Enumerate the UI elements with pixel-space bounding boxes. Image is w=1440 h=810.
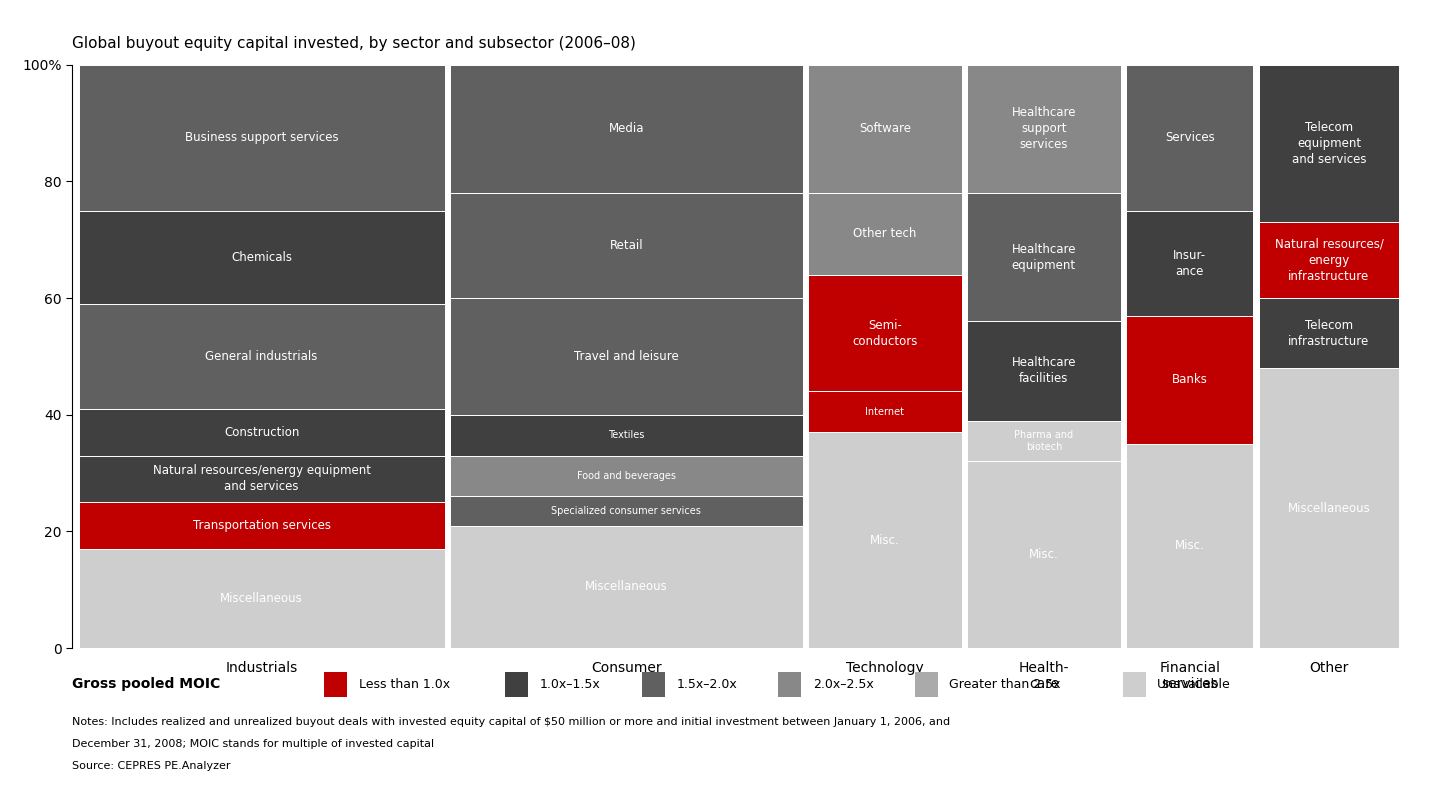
Bar <box>968 193 1120 322</box>
Text: Healthcare
support
services: Healthcare support services <box>1012 106 1076 151</box>
Text: Textiles: Textiles <box>608 430 645 440</box>
Text: Miscellaneous: Miscellaneous <box>220 592 302 605</box>
Text: Greater than 2.5x: Greater than 2.5x <box>949 678 1061 691</box>
Text: Other tech: Other tech <box>852 228 916 241</box>
Bar <box>1259 65 1400 222</box>
Text: Semi-
conductors: Semi- conductors <box>852 318 917 347</box>
Bar <box>1126 316 1253 444</box>
Text: Internet: Internet <box>865 407 904 417</box>
Bar <box>449 65 802 193</box>
Text: Construction: Construction <box>225 426 300 439</box>
Text: Software: Software <box>858 122 912 135</box>
Bar <box>449 415 802 455</box>
Text: Misc.: Misc. <box>1175 539 1205 552</box>
Text: Source: CEPRES PE.Analyzer: Source: CEPRES PE.Analyzer <box>72 761 230 770</box>
Bar <box>79 304 445 409</box>
Text: General industrials: General industrials <box>206 350 318 363</box>
Bar <box>968 322 1120 420</box>
Text: Less than 1.0x: Less than 1.0x <box>359 678 449 691</box>
Bar <box>968 65 1120 193</box>
Bar <box>449 193 802 298</box>
Text: 2.0x–2.5x: 2.0x–2.5x <box>812 678 874 691</box>
Bar <box>808 433 962 648</box>
Bar <box>808 193 962 275</box>
Bar <box>449 497 802 526</box>
Text: Food and beverages: Food and beverages <box>577 471 675 481</box>
Text: Transportation services: Transportation services <box>193 519 331 532</box>
Bar <box>1259 298 1400 368</box>
Bar <box>79 65 445 211</box>
Text: Chemicals: Chemicals <box>230 251 292 264</box>
Text: Services: Services <box>1165 131 1215 144</box>
Bar <box>449 526 802 648</box>
Bar <box>808 65 962 193</box>
Text: Banks: Banks <box>1172 373 1208 386</box>
Text: Unavailable: Unavailable <box>1158 678 1231 691</box>
Text: Gross pooled MOIC: Gross pooled MOIC <box>72 677 220 692</box>
Bar <box>968 420 1120 462</box>
Bar <box>79 502 445 549</box>
Text: Pharma and
biotech: Pharma and biotech <box>1014 430 1073 452</box>
Text: Natural resources/energy equipment
and services: Natural resources/energy equipment and s… <box>153 464 370 493</box>
Text: Media: Media <box>609 122 644 135</box>
Text: Natural resources/
energy
infrastructure: Natural resources/ energy infrastructure <box>1274 237 1384 283</box>
Text: Telecom
infrastructure: Telecom infrastructure <box>1289 318 1369 347</box>
Bar <box>808 275 962 391</box>
Text: Healthcare
equipment: Healthcare equipment <box>1012 243 1076 272</box>
Bar <box>79 211 445 304</box>
Bar <box>79 455 445 502</box>
Bar <box>968 462 1120 648</box>
Bar <box>449 298 802 415</box>
Text: December 31, 2008; MOIC stands for multiple of invested capital: December 31, 2008; MOIC stands for multi… <box>72 739 433 748</box>
Text: Telecom
equipment
and services: Telecom equipment and services <box>1292 121 1367 166</box>
Bar <box>808 391 962 433</box>
Bar <box>1126 444 1253 648</box>
Bar <box>1126 211 1253 316</box>
Bar <box>449 455 802 497</box>
Text: Misc.: Misc. <box>870 534 900 547</box>
Text: Healthcare
facilities: Healthcare facilities <box>1012 356 1076 386</box>
Text: Miscellaneous: Miscellaneous <box>585 580 668 593</box>
Text: Misc.: Misc. <box>1030 548 1058 561</box>
Bar <box>79 549 445 648</box>
Bar <box>79 409 445 455</box>
Text: Specialized consumer services: Specialized consumer services <box>552 506 701 516</box>
Bar <box>1126 65 1253 211</box>
Text: 1.5x–2.0x: 1.5x–2.0x <box>677 678 737 691</box>
Bar <box>1259 368 1400 648</box>
Text: Business support services: Business support services <box>184 131 338 144</box>
Text: Notes: Includes realized and unrealized buyout deals with invested equity capita: Notes: Includes realized and unrealized … <box>72 717 950 727</box>
Text: 1.0x–1.5x: 1.0x–1.5x <box>540 678 600 691</box>
Text: Miscellaneous: Miscellaneous <box>1287 501 1371 514</box>
Text: Travel and leisure: Travel and leisure <box>575 350 678 363</box>
Bar <box>1259 222 1400 298</box>
Text: Global buyout equity capital invested, by sector and subsector (2006–08): Global buyout equity capital invested, b… <box>72 36 636 52</box>
Text: Retail: Retail <box>609 239 644 252</box>
Text: Insur-
ance: Insur- ance <box>1174 249 1207 278</box>
